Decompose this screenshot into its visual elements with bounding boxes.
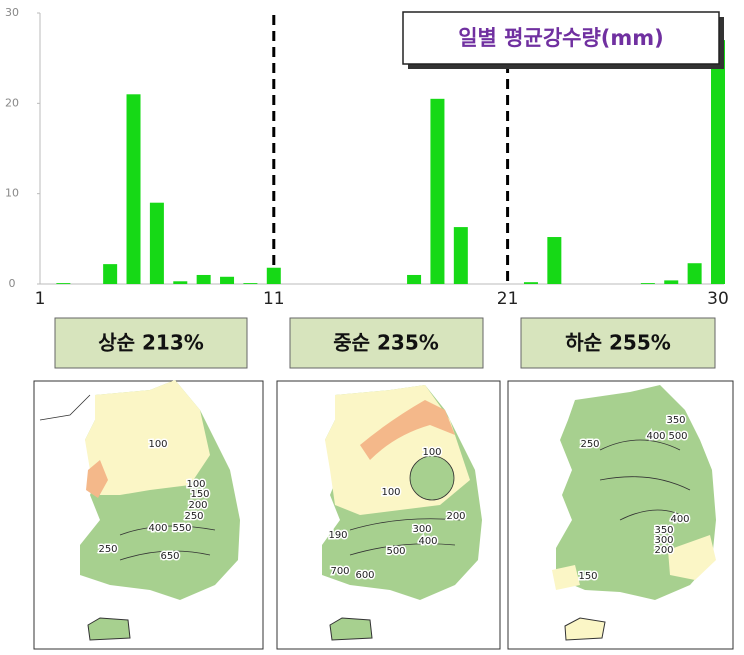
x-tick-label: 21 bbox=[497, 289, 519, 309]
contour-label: 200 bbox=[654, 545, 673, 556]
contour-label: 500 bbox=[386, 546, 405, 557]
y-tick-label: 10 bbox=[5, 187, 19, 200]
contour-label: 400 bbox=[646, 431, 665, 442]
contour-label: 350 bbox=[666, 415, 685, 426]
contour-label: 300 bbox=[412, 524, 431, 535]
contour-label: 250 bbox=[184, 511, 203, 522]
bar bbox=[220, 276, 235, 284]
bar bbox=[56, 283, 71, 284]
contour-label: 300 bbox=[654, 535, 673, 546]
contour-label: 550 bbox=[172, 523, 191, 534]
bar bbox=[547, 237, 562, 284]
bar bbox=[711, 40, 725, 284]
bar bbox=[407, 274, 422, 284]
panel-box bbox=[520, 317, 716, 369]
contour-label: 600 bbox=[355, 570, 374, 581]
contour-label: 350 bbox=[654, 525, 673, 536]
contour-label: 150 bbox=[190, 489, 209, 500]
bar bbox=[149, 202, 164, 284]
bar bbox=[687, 263, 702, 284]
chart-title: 일별 평균강수량(mm) bbox=[458, 26, 664, 50]
y-tick-label: 30 bbox=[5, 6, 19, 19]
bar bbox=[103, 264, 118, 284]
bar bbox=[664, 280, 679, 284]
map: 350 250 400 500 400 350 300 200 150 bbox=[507, 380, 734, 650]
bar bbox=[126, 94, 141, 284]
contour-label: 100 bbox=[422, 447, 441, 458]
contour-label: 400 bbox=[670, 514, 689, 525]
contour-label: 100 bbox=[186, 479, 205, 490]
bar bbox=[243, 283, 258, 284]
y-tick-label: 0 bbox=[9, 277, 16, 290]
contour-label: 400 bbox=[418, 536, 437, 547]
contour-label: 700 bbox=[330, 566, 349, 577]
contour-label: 400 bbox=[148, 523, 167, 534]
map: 100 100 150 200 250 400 550 250 650 bbox=[33, 380, 264, 650]
bar bbox=[523, 282, 538, 284]
x-tick-label: 30 bbox=[707, 289, 729, 309]
contour-label: 150 bbox=[578, 571, 597, 582]
contour-label: 190 bbox=[328, 530, 347, 541]
map: 100 100 200 300 400 190 500 700 600 bbox=[276, 380, 501, 650]
bar bbox=[196, 274, 211, 284]
bar bbox=[430, 98, 445, 284]
panel-label: 중순 235% bbox=[333, 331, 439, 355]
contour-label: 200 bbox=[188, 500, 207, 511]
contour-label: 200 bbox=[446, 511, 465, 522]
title-box bbox=[402, 11, 720, 65]
contour-label: 250 bbox=[98, 544, 117, 555]
x-tick-label: 1 bbox=[35, 289, 46, 309]
contour-label: 500 bbox=[668, 431, 687, 442]
x-tick-label: 11 bbox=[263, 289, 285, 309]
contour-label: 100 bbox=[381, 487, 400, 498]
bar bbox=[640, 283, 655, 284]
bar bbox=[173, 281, 188, 284]
y-tick-label: 20 bbox=[5, 96, 19, 109]
contour-label: 250 bbox=[580, 439, 599, 450]
panel-label: 하순 255% bbox=[565, 331, 671, 355]
contour-label: 650 bbox=[160, 551, 179, 562]
bar bbox=[266, 267, 281, 284]
panel-label: 상순 213% bbox=[98, 331, 204, 355]
panel-box bbox=[54, 317, 248, 369]
bar bbox=[453, 227, 468, 284]
contour-label: 100 bbox=[148, 439, 167, 450]
panel-box bbox=[289, 317, 484, 369]
